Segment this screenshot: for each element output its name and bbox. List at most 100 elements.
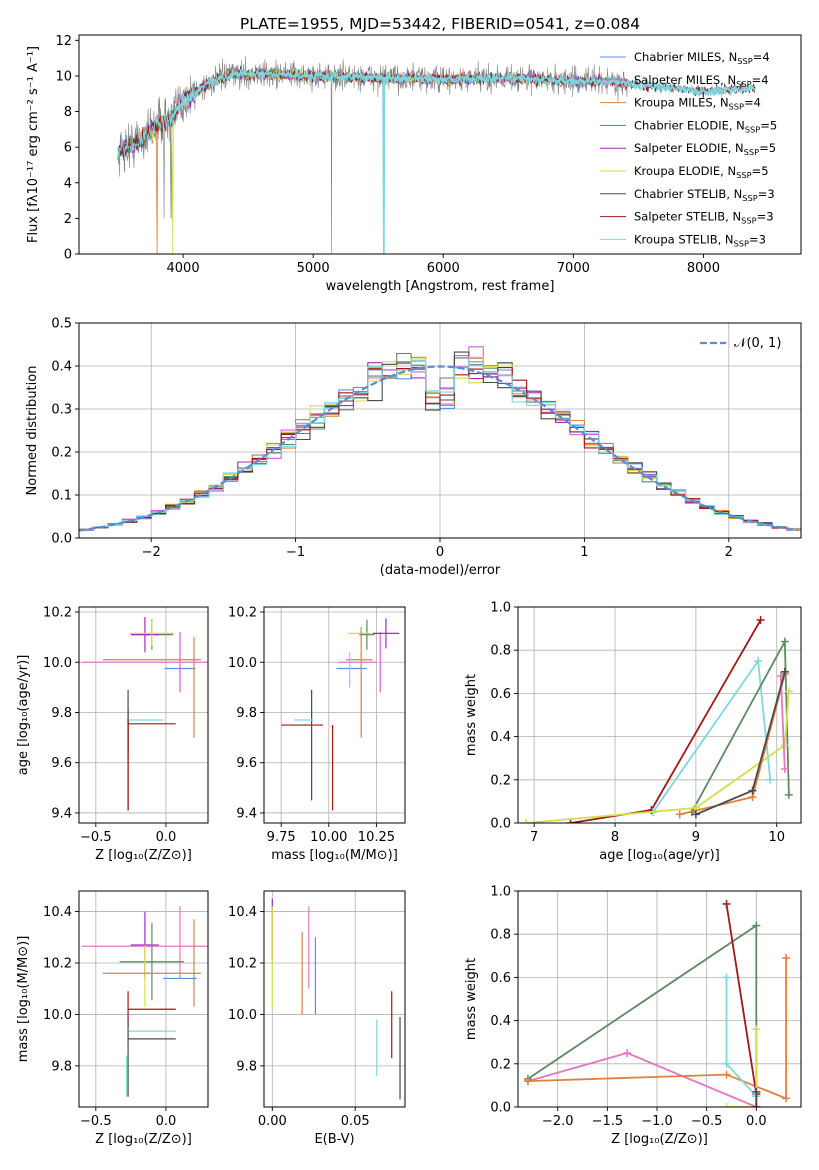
legend-entry: Kroupa STELIB, NSSP=3 bbox=[634, 232, 766, 248]
y-tick-label: 1.0 bbox=[490, 885, 511, 900]
x-tick-label: 0.0 bbox=[156, 830, 177, 845]
legend: Chabrier MILES, NSSP=4 Salpeter MILES, NS… bbox=[600, 50, 777, 248]
y-tick-label: 0.2 bbox=[51, 446, 72, 461]
y-tick-label: 10.4 bbox=[228, 905, 257, 920]
y-tick-label: 9.4 bbox=[51, 806, 72, 821]
series-point bbox=[675, 810, 684, 819]
series-point bbox=[780, 741, 789, 750]
y-tick-label: 0.1 bbox=[51, 489, 72, 504]
x-tick-label: −2.0 bbox=[542, 1114, 574, 1129]
plot-area bbox=[281, 618, 400, 811]
legend: 𝒩(0, 1) bbox=[700, 336, 781, 351]
errorbar-cross bbox=[129, 620, 175, 646]
y-tick-label: 9.4 bbox=[236, 806, 257, 821]
y-tick-label: 1.0 bbox=[490, 601, 511, 616]
legend-entry: Salpeter MILES, NSSP=4 bbox=[634, 73, 769, 89]
x-tick-label: 9 bbox=[692, 830, 700, 845]
gridlines bbox=[264, 607, 405, 823]
series-point bbox=[784, 790, 793, 799]
figure-title: PLATE=1955, MJD=53442, FIBERID=0541, z=0… bbox=[240, 15, 640, 33]
x-axis-label: Z [log₁₀(Z/Z⊙)] bbox=[611, 1132, 708, 1147]
x-tick-label: 8000 bbox=[687, 261, 720, 276]
series-line bbox=[679, 673, 786, 816]
x-tick-label: 0.0 bbox=[156, 1114, 177, 1129]
x-tick-label: −1.5 bbox=[592, 1114, 624, 1129]
series-line bbox=[526, 691, 790, 823]
x-tick-label: −0.5 bbox=[80, 830, 112, 845]
y-tick-label: 9.8 bbox=[51, 1059, 72, 1074]
series-point bbox=[782, 953, 791, 962]
y-tick-label: 0.4 bbox=[490, 730, 511, 745]
errorbar-cross bbox=[359, 619, 375, 650]
series-point bbox=[623, 1049, 632, 1057]
gaussian-curve bbox=[79, 365, 799, 532]
axes-frame bbox=[78, 890, 209, 1108]
gridlines bbox=[518, 606, 801, 824]
x-tick-label: 10.25 bbox=[358, 830, 395, 845]
legend-entry: Salpeter STELIB, NSSP=3 bbox=[634, 210, 774, 226]
series-point bbox=[766, 775, 775, 784]
y-tick-label: 9.8 bbox=[236, 706, 257, 721]
y-axis-label: Flux [fλ10⁻¹⁷ erg cm⁻² s⁻¹ A⁻¹] bbox=[26, 46, 41, 243]
y-tick-label: 0.0 bbox=[490, 817, 511, 832]
errorbar-cross bbox=[130, 617, 159, 653]
series-point bbox=[722, 899, 731, 908]
y-tick-label: 10.0 bbox=[228, 1008, 257, 1023]
y-tick-label: 10.0 bbox=[43, 656, 72, 671]
x-tick-label: −0.5 bbox=[80, 1114, 112, 1129]
x-tick-label: 6000 bbox=[427, 261, 460, 276]
gridlines bbox=[79, 322, 801, 539]
series-point bbox=[748, 786, 757, 795]
plot-area bbox=[271, 898, 401, 1100]
axes-frame bbox=[517, 606, 802, 824]
y-tick-label: 10.2 bbox=[228, 957, 257, 972]
x-tick-label: 0.05 bbox=[341, 1114, 370, 1129]
panel-spectrum: 4000 5000 6000 7000 8000 0 2 4 6 8 10 12 wavelength … bbox=[26, 34, 802, 294]
series-point bbox=[752, 921, 761, 930]
series-point bbox=[752, 1025, 761, 1034]
series-point bbox=[752, 1103, 761, 1107]
x-tick-label: 2 bbox=[725, 545, 733, 560]
panel-mass-vs-Z: −0.5 0.0 9.8 10.0 10.2 10.4 Z [log₁₀(Z/Z⊙)] mas… bbox=[16, 890, 209, 1147]
series-point bbox=[722, 1059, 731, 1068]
x-tick-label: 0 bbox=[436, 545, 444, 560]
series-point bbox=[722, 973, 731, 982]
series-line bbox=[726, 1029, 758, 1107]
y-tick-label: 9.8 bbox=[51, 706, 72, 721]
y-axis-label: Normed distribution bbox=[25, 366, 40, 496]
series-point bbox=[782, 1094, 791, 1103]
x-axis-label: E(B-V) bbox=[314, 1132, 354, 1147]
x-tick-label: 1 bbox=[580, 545, 588, 560]
x-axis-label: wavelength [Angstrom, rest frame] bbox=[326, 279, 555, 294]
y-tick-label: 10.2 bbox=[228, 606, 257, 621]
plot-area bbox=[79, 346, 801, 532]
errorbar-cross bbox=[372, 618, 400, 649]
panel-age-vs-Z: −0.5 0.0 9.4 9.6 9.8 10.0 10.2 Z [log₁₀(Z/Z⊙)] a… bbox=[16, 606, 209, 863]
series-point bbox=[566, 819, 575, 823]
y-tick-label: 0.8 bbox=[490, 644, 511, 659]
gridlines bbox=[79, 607, 208, 823]
y-tick-label: 0.0 bbox=[51, 532, 72, 547]
series-point bbox=[722, 1070, 731, 1079]
y-tick-label: 0.4 bbox=[51, 360, 72, 375]
plot-area bbox=[81, 617, 208, 811]
x-tick-label: 10.00 bbox=[310, 830, 347, 845]
series-point bbox=[780, 765, 789, 773]
x-tick-label: −1 bbox=[286, 545, 305, 560]
plot-area bbox=[81, 906, 208, 1097]
y-tick-label: 8 bbox=[64, 105, 72, 120]
x-tick-label: −2 bbox=[142, 545, 161, 560]
y-tick-label: 10.2 bbox=[43, 606, 72, 621]
legend-entry: Kroupa ELODIE, NSSP=5 bbox=[634, 164, 769, 180]
y-tick-label: 9.6 bbox=[236, 756, 257, 771]
y-tick-label: 0.4 bbox=[490, 1014, 511, 1029]
x-tick-label: 7 bbox=[530, 830, 538, 845]
y-axis-label: mass weight bbox=[464, 958, 479, 1040]
x-tick-label: 5000 bbox=[297, 261, 330, 276]
x-axis-label: mass [log₁₀(M/M⊙)] bbox=[271, 848, 398, 863]
series-point bbox=[784, 687, 793, 696]
panel-mass-weight-vs-age: 7 8 9 10 0.0 0.2 0.4 0.6 0.8 1.0 age [log₁₀(age/yr… bbox=[464, 601, 802, 863]
panel-residuals: −2 −1 0 1 2 0.0 0.1 0.2 0.3 0.4 0.5 (data-model)/er… bbox=[25, 317, 802, 578]
y-tick-label: 10.4 bbox=[43, 905, 72, 920]
plot-area bbox=[522, 615, 793, 823]
